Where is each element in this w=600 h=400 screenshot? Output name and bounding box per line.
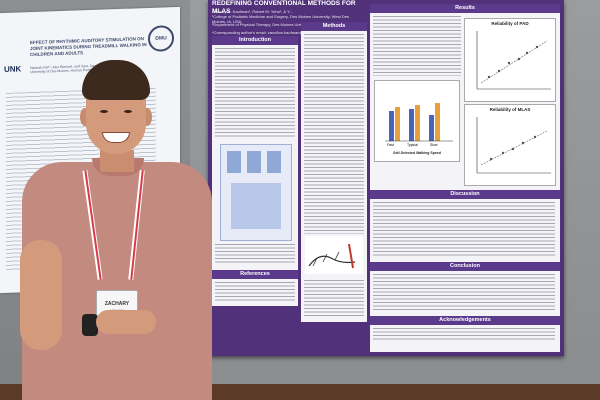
foot-skeleton-icon	[308, 243, 356, 269]
intro-text-2	[215, 244, 295, 264]
mlas-scatter	[476, 117, 551, 174]
pad-reliability-title: Reliability of PAD	[491, 21, 529, 26]
main-poster-title: REDEFINING CONVENTIONAL METHODS FOR MLAS	[212, 0, 356, 15]
bar-fast-2	[395, 107, 400, 141]
methods-text-2	[304, 280, 364, 318]
walking-speed-bars	[385, 103, 453, 142]
x-label-slow: Slow	[430, 143, 438, 147]
x-label-fast: Fast	[387, 143, 394, 147]
presenter-hair	[82, 60, 150, 100]
methods-text	[304, 34, 364, 234]
presenter-left-eye	[100, 110, 108, 113]
mlas-reliability-chart: Reliability of MLAS	[464, 104, 556, 186]
conclusion-header: Conclusion	[370, 262, 560, 271]
conclusion-text	[373, 274, 555, 310]
wristwatch	[82, 314, 98, 336]
references-header: References	[212, 270, 298, 279]
pad-scatter	[476, 31, 551, 90]
bar-slow-2	[435, 103, 440, 141]
presenter-left-ear	[80, 108, 90, 126]
results-column: Results Self-Selected Walking Speed Fast…	[370, 4, 560, 352]
intro-column: Introduction References	[212, 36, 298, 306]
main-poster: REDEFINING CONVENTIONAL METHODS FOR MLAS…	[208, 0, 564, 356]
presenter-right-eye	[124, 110, 132, 113]
main-poster-affiliation-1: ¹College of Podiatric Medicine and Surge…	[212, 14, 349, 24]
main-poster-authors: Zachary R. Kaufman¹, Robert M. Yoho¹, & …	[212, 9, 293, 14]
left-poster-title: EFFECT OF RHYTHMIC AUDITORY STIMULATION …	[30, 36, 147, 58]
results-header: Results	[370, 4, 560, 13]
methods-header: Methods	[301, 22, 367, 31]
pad-reliability-chart: Reliability of PAD	[464, 18, 556, 102]
bar-typical-1	[409, 109, 414, 141]
discussion-text	[373, 202, 555, 256]
methods-column: Methods	[301, 22, 367, 322]
bar-typical-2	[415, 105, 420, 141]
intro-figure	[220, 144, 292, 241]
bar-slow-1	[429, 115, 434, 141]
intro-header: Introduction	[212, 36, 298, 45]
references-text	[215, 282, 295, 302]
presenter-right-arm	[156, 220, 204, 330]
presenter-neck	[100, 150, 134, 172]
x-label-typical: Typical	[407, 143, 418, 147]
discussion-header: Discussion	[370, 190, 560, 199]
presenter-right-ear	[142, 108, 152, 126]
presenter-left-arm	[20, 240, 62, 350]
results-text	[373, 16, 461, 76]
main-poster-affiliation-2: ²Department of Physical Therapy, Des Moi…	[212, 22, 362, 27]
bar-fast-1	[389, 111, 394, 141]
badge-name: ZACHARY	[104, 301, 130, 307]
acknowledgements-text	[373, 328, 555, 342]
intro-text	[215, 48, 295, 138]
walking-speed-chart: Self-Selected Walking Speed Fast Typical…	[374, 80, 460, 162]
walking-speed-title: Self-Selected Walking Speed	[393, 151, 441, 155]
foot-diagram	[305, 236, 363, 274]
acknowledgements-header: Acknowledgements	[370, 316, 560, 325]
mlas-reliability-title: Reliability of MLAS	[489, 107, 531, 112]
left-poster-logo: DMU	[148, 25, 174, 52]
main-poster-corresponding: *Corresponding author's email: zacufton.…	[212, 30, 320, 35]
left-poster-unk-label: UNK	[4, 64, 22, 75]
presenter-hand	[96, 310, 156, 334]
